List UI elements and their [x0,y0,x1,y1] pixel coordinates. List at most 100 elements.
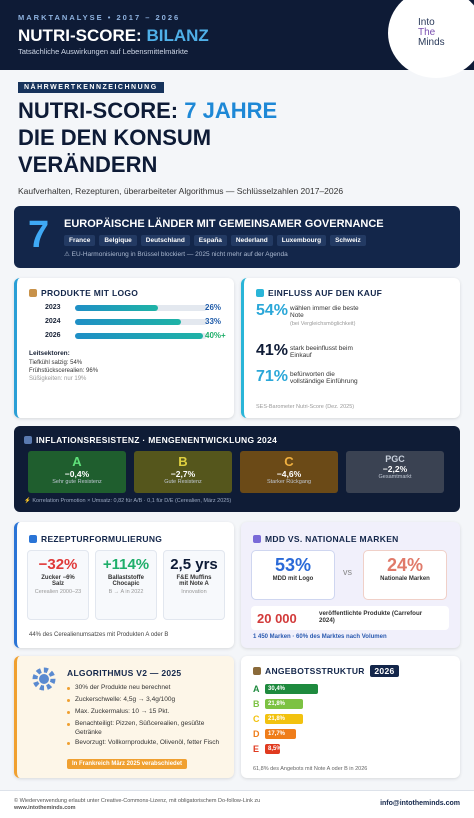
governance-title: EUROPÄISCHE LÄNDER MIT GEMEINSAMER GOVER… [64,218,384,230]
main-title: NUTRI-SCORE: 7 JAHRE DIE DEN KONSUM VERÄ… [18,97,277,178]
intro-subtitle: Kaufverhalten, Rezepturen, überarbeitete… [18,186,344,196]
footer-email[interactable]: info@intotheminds.com [380,800,460,807]
country-pill: Deutschland [140,235,190,246]
bullet: Zuckerschwelle: 4,5g → 3,4g/100g [67,696,227,705]
kicker: MARKTANALYSE • 2017 – 2026 [18,13,181,22]
value-label: 30,4% [268,685,286,692]
sector: Frühstückscerealien: 96% [29,368,99,374]
card-title: MDD VS. NATIONALE MARKEN [253,534,399,544]
grade-value: −2,7% [170,469,196,479]
mdd-footer: 1 450 Marken · 60% des Marktes nach Volu… [253,634,387,640]
grade-label: Gesamtmarkt [378,474,412,480]
brand-label: Nationale Marken [380,576,430,582]
year-pill: 2026 [370,665,399,677]
stat-label: Zucker −6% Salz [41,575,75,587]
algorithm-card: ALGORITHMUS V2 — 2025 In Frankreich März… [14,656,234,778]
card-title: PRODUKTE MIT LOGO [29,288,138,298]
supply-footer: 61,8% des Angebots mit Note A oder B in … [253,766,368,772]
sector: Tiefkühl salzig: 54% [29,360,83,366]
grade-box: A −0,4% Sehr gute Resistenz [28,451,126,493]
icon [253,535,261,543]
card-title: ANGEBOTSSTRUKTUR 2026 [253,665,399,677]
mdd-value: 53% [274,555,312,575]
bar: 17,7% [265,729,296,739]
bullet: Bevorzugt: Vollkornprodukte, Olivenöl, f… [67,739,227,748]
title-line: DIE DEN KONSUM [18,125,212,150]
bullet: 30% der Produkte neu berechnet [67,684,227,693]
tag: NÄHRWERTKENNZEICHNUNG [18,82,164,93]
license: © Wiederverwendung erlaubt unter Creativ… [14,798,261,804]
card-title: ALGORITHMUS V2 — 2025 [67,668,182,678]
count-value: 20 000 [257,611,297,626]
value-label: 26% [205,303,222,312]
count-label: veröffentlichte Produkte (Carrefour 2024… [319,610,423,624]
icon [253,667,261,675]
stat-box: +114% Ballaststoffe Chocapic B → A in 2022 [95,550,157,620]
grade-label: Gute Resistenz [164,479,202,485]
stat-label: Ballaststoffe Chocapic [107,575,144,587]
stat-value: 71% [256,368,289,385]
value-label: 40%+ [205,331,226,340]
grade-box: C −4,6% Starker Rückgang [240,451,338,493]
country-pill: Schweiz [330,235,366,246]
stat-note: (bei Vergleichsmöglichkeit) [290,321,356,327]
grade-letter: E [253,744,260,754]
stat-sub: Cerealien 2000–23 [34,589,82,595]
grade-value: −2,2% [382,464,408,474]
stat-value: 2,5 yrs [170,556,218,573]
stat-sub: B → A in 2022 [108,589,144,595]
card-title: EINFLUSS AUF DEN KAUF [256,288,382,298]
badge: In Frankreich März 2025 verabschiedet [67,759,188,769]
logo-word: Minds [418,37,445,48]
stat-value: 41% [256,342,289,359]
title-text: ANGEBOTSSTRUKTUR [265,666,365,676]
bar [75,333,203,339]
bullet-marker [67,711,70,714]
header-subtitle: Tatsächliche Auswirkungen auf Lebensmitt… [18,47,189,56]
bar: 30,4% [265,684,319,694]
stat-text: wählen immer die beste Note [290,305,359,319]
inflation-note: ⚡ Korrelation Promotion × Umsatz: 0,82 f… [24,498,232,504]
source: SES-Barometer Nutri-Score (Dez. 2025) [256,404,355,410]
grade-label: Starker Rückgang [266,479,312,485]
inflation-box: INFLATIONSRESISTENZ · MENGENENTWICKLUNG … [14,426,460,512]
grade: B [178,454,188,469]
bullet-marker [67,742,70,745]
title-text: NUTRI-SCORE: [18,26,142,45]
header-title: NUTRI-SCORE: BILANZ [18,26,209,46]
grade: PGC [385,454,405,464]
icon [24,436,32,444]
country-pill: Nederland [230,235,273,246]
stat-box: 2,5 yrs F&E Muffins mit Note A Innovation [163,550,225,620]
card-title: REZEPTURFORMULIERUNG [29,534,162,544]
grade-letter: B [253,699,260,709]
sectors-title: Leitsektoren: [29,350,70,357]
grade-value: −4,6% [276,469,302,479]
supply-card: ANGEBOTSSTRUKTUR 2026 61,8% des Angebots… [241,656,460,778]
title-accent: 7 JAHRE [184,98,278,123]
footer-text: © Wiederverwendung erlaubt unter Creativ… [14,798,314,812]
grade: A [72,454,82,469]
logo: Into The Minds [388,0,474,78]
title-text: REZEPTURFORMULIERUNG [41,534,163,544]
stat-value: −32% [38,556,78,573]
bullet-marker [67,723,70,726]
reformulation-card: REZEPTURFORMULIERUNG 44% des Cerealienum… [14,522,234,648]
country-pill: España [193,235,227,246]
stat-box: −32% Zucker −6% Salz Cerealien 2000–23 [27,550,89,620]
grade-letter: A [253,684,260,694]
footer-link[interactable]: www.intotheminds.com [14,805,76,811]
grade: C [284,454,294,469]
grade-box: PGC −2,2% Gesamtmarkt [346,451,444,493]
products-card: PRODUKTE MIT LOGO Leitsektoren: 2023 26% 2… [14,278,234,418]
governance-box: 7 EUROPÄISCHE LÄNDER MIT GEMEINSAMER GOV… [14,206,460,268]
reformulation-footer: 44% des Cerealienumsatzes mit Produkten … [29,632,169,638]
grade-letter: C [253,714,260,724]
bar: 8,5% [265,744,282,754]
value-label: 21,8% [268,700,286,707]
country-pill: Luxembourg [276,235,327,246]
value-label: 21,8% [268,715,286,722]
sector: Süßigkeiten: nur 19% [29,376,87,382]
stat-value: 54% [256,302,289,319]
